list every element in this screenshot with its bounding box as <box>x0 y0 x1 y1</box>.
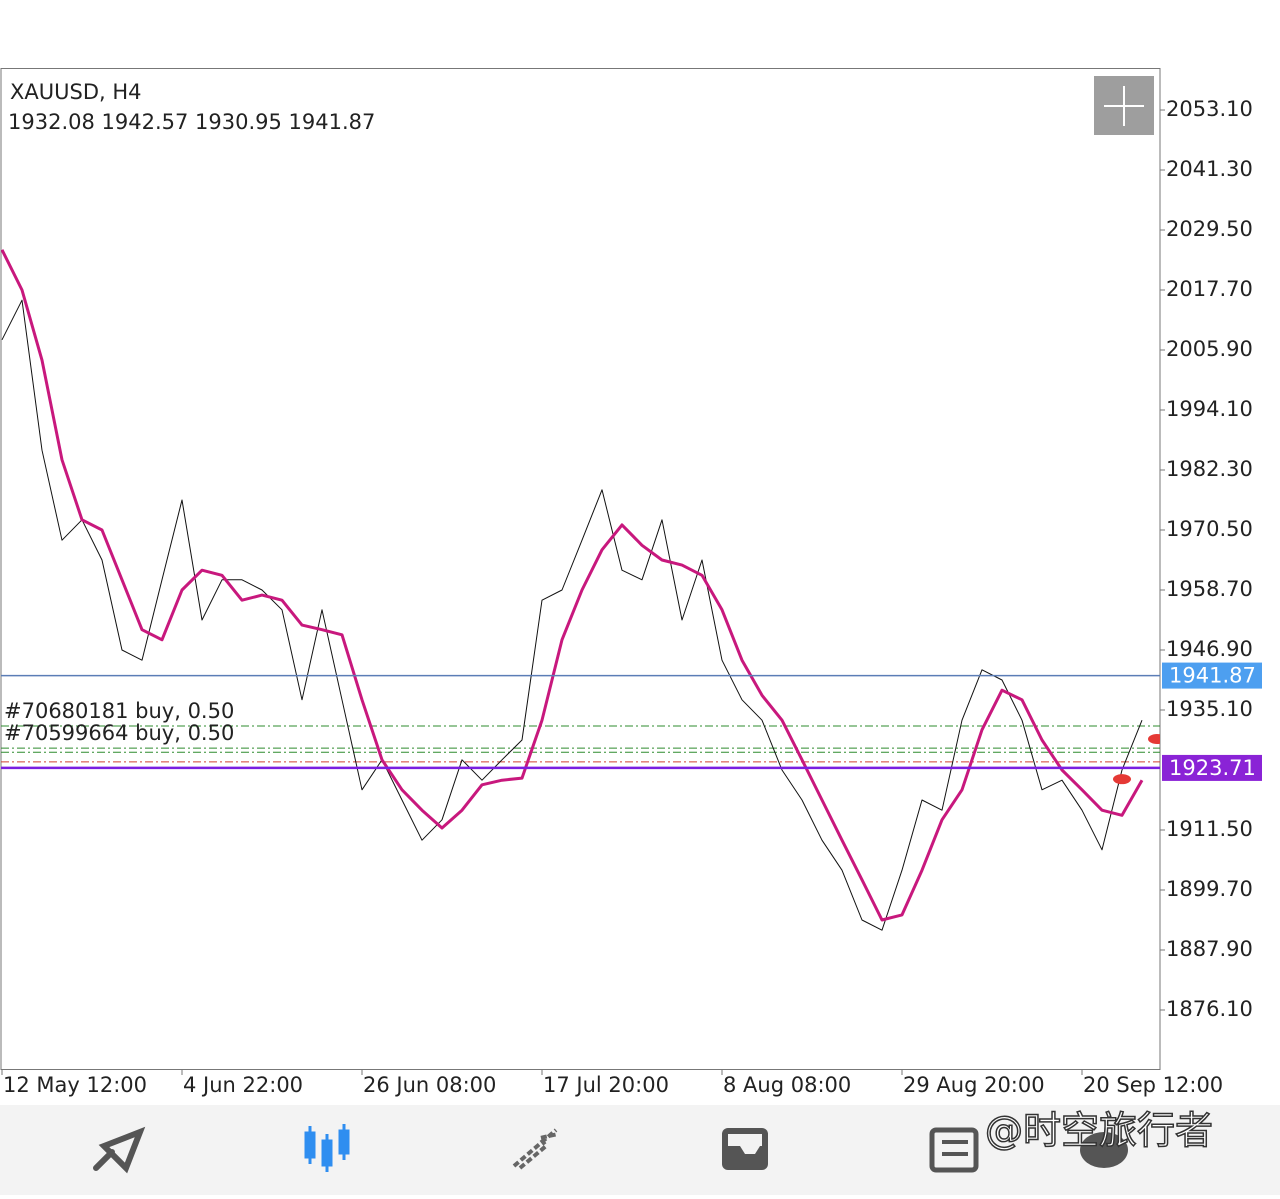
fractal-marker <box>1148 733 1160 744</box>
y-tick-label: 1887.90 <box>1166 937 1253 961</box>
y-tick-label: 1935.10 <box>1166 697 1253 721</box>
ohlc-subtitle: 1932.08 1942.57 1930.95 1941.87 <box>8 110 375 134</box>
x-tick-label: 17 Jul 20:00 <box>543 1073 669 1097</box>
nav-news[interactable] <box>929 1127 979 1173</box>
x-tick-label: 8 Aug 08:00 <box>723 1073 851 1097</box>
nav-chat-icon[interactable] <box>1080 1132 1128 1168</box>
x-tick-label: 29 Aug 20:00 <box>903 1073 1045 1097</box>
fractal-marker <box>1113 774 1131 785</box>
nav-inbox-icon[interactable] <box>728 1134 762 1154</box>
y-tick-label: 2053.10 <box>1166 97 1253 121</box>
nav-chat[interactable] <box>1080 1132 1128 1168</box>
y-tick-label: 2041.30 <box>1166 157 1253 181</box>
nav-history-icon[interactable] <box>512 1128 559 1170</box>
crosshair-button[interactable] <box>1094 76 1154 135</box>
price-label: 1923.71 <box>1169 756 1256 780</box>
nav-bar <box>0 1105 1280 1195</box>
y-tick-label: 1994.10 <box>1166 397 1253 421</box>
plot-frame <box>0 68 1161 1070</box>
y-tick-label: 1970.50 <box>1166 517 1253 541</box>
y-tick-label: 2005.90 <box>1166 337 1253 361</box>
x-tick-label: 4 Jun 22:00 <box>183 1073 303 1097</box>
x-tick-label: 12 May 12:00 <box>3 1073 147 1097</box>
order-label: #70680181 buy, 0.50 <box>4 699 234 723</box>
bottom-nav: @时空旅行者 <box>0 1105 1280 1195</box>
watermark: @时空旅行者 <box>985 1109 1213 1153</box>
x-tick-label: 26 Jun 08:00 <box>363 1073 496 1097</box>
price-series <box>1 249 1144 922</box>
y-tick-label: 1899.70 <box>1166 877 1253 901</box>
overlay-layer: 2053.10 2041.30 2029.50 2017.70 2005.90 1994.… <box>1 97 1262 1097</box>
nav-chart[interactable] <box>304 1124 350 1172</box>
order-label: #70599664 buy, 0.50 <box>4 721 234 745</box>
price-label-bg <box>1162 662 1262 689</box>
plot-layer <box>1 249 1160 931</box>
price-series <box>1 299 1143 931</box>
nav-news-icon[interactable] <box>929 1127 979 1173</box>
y-tick-label: 2029.50 <box>1166 217 1253 241</box>
nav-inbox[interactable] <box>722 1128 768 1170</box>
y-tick-label: 1946.90 <box>1166 637 1253 661</box>
x-tick-label: 20 Sep 12:00 <box>1083 1073 1223 1097</box>
y-tick-label: 1876.10 <box>1166 997 1253 1021</box>
nav-history[interactable] <box>512 1128 559 1170</box>
y-tick-label: 1911.50 <box>1166 817 1253 841</box>
price-label-bg <box>1162 754 1262 781</box>
nav-trade-icon[interactable] <box>93 1126 146 1174</box>
price-label: 1941.87 <box>1169 664 1256 688</box>
y-tick-label: 1958.70 <box>1166 577 1253 601</box>
y-tick-label: 1982.30 <box>1166 457 1253 481</box>
y-tick-label: 2017.70 <box>1166 277 1253 301</box>
chart-title: XAUUSD, H4 <box>10 80 142 104</box>
nav-trade[interactable] <box>93 1126 146 1174</box>
